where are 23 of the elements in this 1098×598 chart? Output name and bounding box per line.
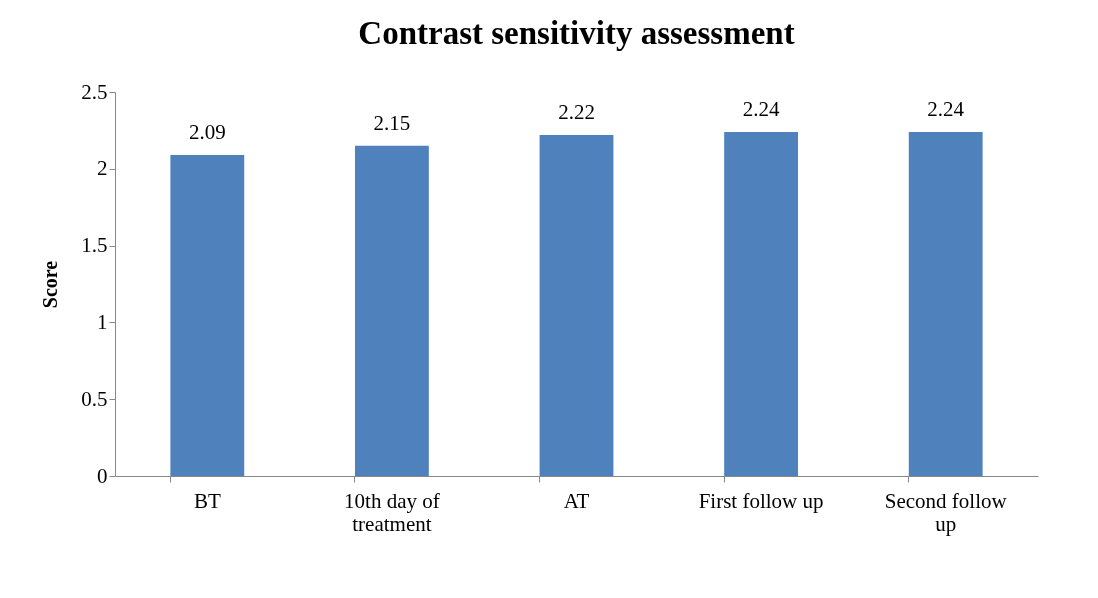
x-tick-label: First follow up bbox=[698, 488, 824, 513]
bar bbox=[170, 154, 245, 476]
data-label: 2.22 bbox=[558, 100, 595, 125]
chart-title: Contrast sensitivity assessment bbox=[358, 15, 795, 51]
x-tick-label: BT bbox=[193, 488, 221, 513]
x-tick-label: Second follow up bbox=[884, 488, 1008, 536]
bar bbox=[354, 145, 429, 476]
bar bbox=[724, 131, 799, 476]
data-label: 2.24 bbox=[742, 96, 780, 121]
data-label: 2.15 bbox=[373, 110, 411, 135]
x-tick-label: 10th day of treatment bbox=[344, 488, 440, 536]
y-tick-label: 0 bbox=[97, 463, 108, 488]
data-label: 2.24 bbox=[927, 96, 965, 121]
y-axis-title: Score bbox=[39, 260, 62, 309]
y-tick-label: 1 bbox=[97, 309, 108, 334]
bar bbox=[908, 131, 983, 476]
y-tick-label: 0.5 bbox=[81, 386, 108, 411]
x-tick-label: AT bbox=[563, 488, 590, 513]
y-tick-label: 2 bbox=[97, 156, 108, 181]
data-label: 2.09 bbox=[188, 119, 226, 144]
bar bbox=[539, 135, 614, 476]
y-tick-label: 2.5 bbox=[81, 79, 108, 104]
y-tick-label: 1.5 bbox=[81, 233, 108, 258]
